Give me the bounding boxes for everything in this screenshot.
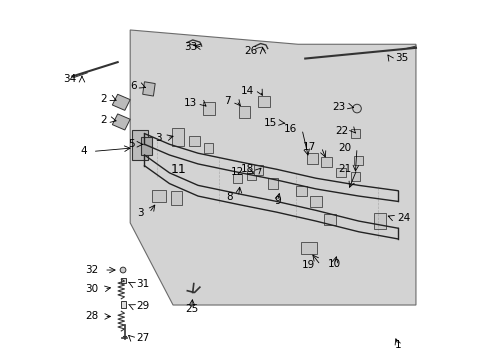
Text: 33: 33 (183, 42, 197, 52)
Polygon shape (130, 30, 415, 305)
Text: 25: 25 (184, 304, 198, 314)
FancyBboxPatch shape (246, 171, 256, 180)
FancyBboxPatch shape (309, 196, 322, 207)
Text: 15: 15 (263, 118, 276, 128)
Text: 10: 10 (327, 259, 341, 269)
Text: 2: 2 (100, 115, 107, 125)
Polygon shape (112, 94, 130, 111)
FancyBboxPatch shape (204, 143, 213, 153)
FancyBboxPatch shape (203, 103, 214, 114)
Text: 5: 5 (127, 139, 134, 149)
Text: 7: 7 (224, 96, 230, 106)
FancyBboxPatch shape (151, 190, 165, 202)
Text: 4: 4 (81, 147, 87, 157)
Text: 26: 26 (244, 46, 257, 56)
FancyBboxPatch shape (121, 278, 125, 283)
Circle shape (120, 267, 125, 273)
Text: 8: 8 (226, 192, 233, 202)
Text: 9: 9 (273, 197, 280, 206)
FancyBboxPatch shape (295, 185, 307, 196)
Text: 27: 27 (136, 333, 149, 343)
Polygon shape (112, 114, 130, 130)
Text: 28: 28 (85, 311, 99, 321)
Text: 23: 23 (331, 102, 345, 112)
FancyBboxPatch shape (300, 242, 316, 254)
Text: 34: 34 (63, 74, 77, 84)
Text: 6: 6 (130, 81, 137, 91)
Text: 17: 17 (302, 142, 315, 152)
FancyBboxPatch shape (268, 179, 277, 189)
FancyBboxPatch shape (121, 301, 125, 307)
Text: 11: 11 (170, 163, 186, 176)
Text: 18: 18 (241, 164, 254, 174)
FancyBboxPatch shape (172, 129, 184, 146)
Text: 19: 19 (302, 260, 315, 270)
FancyBboxPatch shape (254, 165, 263, 175)
Text: 31: 31 (136, 279, 149, 289)
FancyBboxPatch shape (350, 129, 359, 138)
FancyBboxPatch shape (324, 213, 336, 225)
Text: 1: 1 (394, 340, 401, 350)
Circle shape (352, 104, 361, 113)
Text: 3: 3 (155, 133, 162, 143)
FancyBboxPatch shape (373, 213, 386, 229)
FancyBboxPatch shape (233, 174, 241, 183)
Polygon shape (132, 130, 148, 160)
Text: 3: 3 (137, 208, 143, 218)
FancyBboxPatch shape (321, 157, 331, 167)
FancyBboxPatch shape (171, 191, 182, 205)
Text: 13: 13 (183, 98, 197, 108)
FancyBboxPatch shape (189, 135, 199, 146)
Text: 32: 32 (85, 265, 99, 275)
FancyBboxPatch shape (238, 107, 250, 118)
Text: 30: 30 (85, 284, 99, 294)
Text: 35: 35 (394, 53, 407, 63)
FancyBboxPatch shape (258, 96, 269, 107)
Text: 20: 20 (338, 143, 351, 153)
Polygon shape (141, 137, 151, 155)
FancyBboxPatch shape (306, 153, 317, 164)
FancyBboxPatch shape (353, 156, 363, 165)
FancyBboxPatch shape (336, 168, 345, 177)
Text: 21: 21 (338, 164, 351, 174)
Text: 22: 22 (334, 126, 347, 136)
Polygon shape (142, 82, 155, 96)
FancyBboxPatch shape (350, 172, 359, 181)
Text: 14: 14 (241, 86, 254, 96)
Text: 12: 12 (231, 167, 244, 177)
Text: 16: 16 (283, 124, 296, 134)
Text: 24: 24 (397, 212, 410, 222)
Text: 29: 29 (136, 301, 149, 311)
Text: 2: 2 (100, 94, 107, 104)
